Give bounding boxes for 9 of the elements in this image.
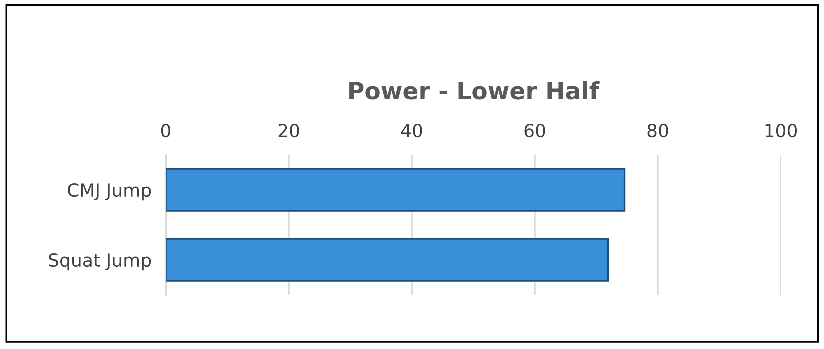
x-tick-label: 100 [766, 124, 798, 138]
chart-title: Power - Lower Half [350, 82, 600, 100]
y-tick-label: CMJ Jump [68, 183, 152, 201]
x-tick-label: 80 [648, 124, 668, 138]
x-tick-label: 40 [401, 124, 422, 138]
x-tick-label: 0 [161, 124, 171, 138]
x-tick-label: 20 [278, 124, 300, 138]
x-tick-label: 60 [524, 124, 546, 138]
y-tick-label: Squat Jump [49, 253, 152, 271]
